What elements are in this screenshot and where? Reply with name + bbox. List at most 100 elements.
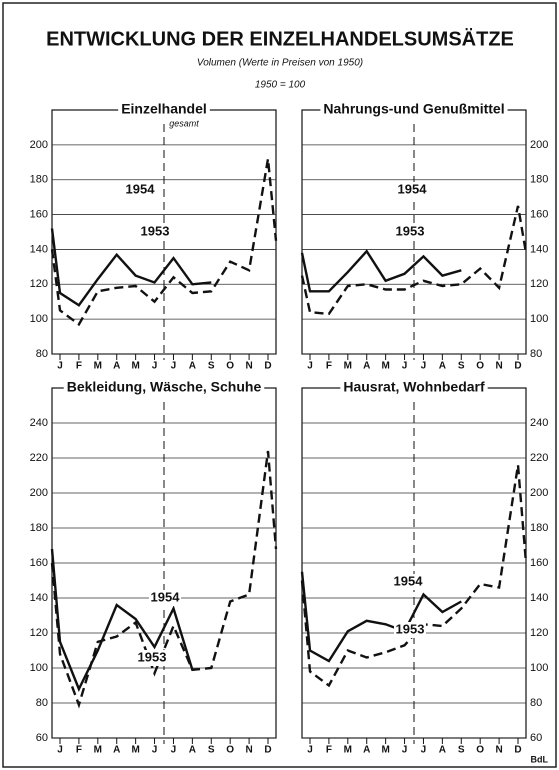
y-tick-label: 80 (530, 348, 542, 360)
x-tick-label: S (208, 745, 215, 756)
x-tick-label: J (171, 361, 177, 372)
y-tick-label: 220 (30, 452, 48, 464)
series-label-bg (149, 590, 181, 606)
x-tick-label: M (131, 745, 139, 756)
x-tick-label: M (344, 361, 352, 372)
series-label-bg (124, 182, 156, 198)
x-tick-label: S (458, 745, 465, 756)
x-tick-label: M (94, 745, 102, 756)
page-subtitle: Volumen (Werte in Preisen von 1950) (197, 58, 363, 69)
x-tick-label: J (307, 745, 313, 756)
y-tick-label: 120 (30, 627, 48, 639)
y-tick-label: 60 (530, 732, 542, 744)
x-tick-label: M (94, 361, 102, 372)
page-title: ENTWICKLUNG DER EINZELHANDELSUMSÄTZE (46, 27, 514, 50)
y-tick-label: 60 (36, 732, 48, 744)
y-tick-label: 80 (36, 697, 48, 709)
x-tick-label: M (381, 361, 389, 372)
panel-title-bg (340, 379, 488, 397)
x-tick-label: A (189, 745, 196, 756)
panel-subtitle: gesamt (169, 118, 199, 128)
x-tick-label: O (476, 745, 484, 756)
x-tick-label: N (495, 745, 502, 756)
panel-title: Hausrat, Wohnbedarf (343, 379, 485, 395)
series-label-bg (136, 650, 168, 666)
panel-title: Nahrungs-und Genußmittel (323, 101, 504, 117)
y-tick-label: 100 (30, 313, 48, 325)
panel-title: Einzelhandel (121, 101, 207, 117)
series-label-bg (394, 622, 426, 638)
series-line (50, 450, 278, 709)
panel-title-bg (320, 101, 508, 119)
x-tick-label: M (344, 745, 352, 756)
x-tick-label: A (189, 361, 196, 372)
x-tick-label: J (421, 745, 427, 756)
series-label: 1954 (126, 181, 156, 196)
x-tick-label: J (152, 745, 158, 756)
x-tick-label: J (57, 745, 63, 756)
y-tick-label: 140 (30, 243, 48, 255)
x-tick-label: A (439, 745, 446, 756)
y-tick-label: 180 (530, 174, 548, 186)
x-tick-label: A (113, 745, 120, 756)
x-tick-label: J (402, 361, 408, 372)
y-tick-label: 240 (30, 417, 48, 429)
x-tick-label: A (363, 745, 370, 756)
y-tick-label: 180 (530, 522, 548, 534)
y-tick-label: 220 (530, 452, 548, 464)
x-tick-label: N (245, 745, 252, 756)
y-tick-label: 80 (530, 697, 542, 709)
y-tick-label: 160 (30, 208, 48, 220)
series-label: 1953 (396, 621, 425, 636)
panel-title-bg (118, 101, 210, 119)
x-tick-label: S (458, 361, 465, 372)
y-tick-label: 80 (36, 348, 48, 360)
y-tick-label: 240 (530, 417, 548, 429)
x-tick-label: D (264, 361, 271, 372)
x-tick-label: D (514, 361, 521, 372)
x-tick-label: A (439, 361, 446, 372)
x-tick-label: J (307, 361, 313, 372)
y-tick-label: 140 (530, 243, 548, 255)
x-tick-label: F (76, 745, 82, 756)
x-tick-label: J (57, 361, 63, 372)
y-tick-label: 140 (30, 592, 48, 604)
x-tick-label: O (476, 361, 484, 372)
series-label: 1954 (394, 573, 424, 588)
x-tick-label: J (152, 361, 158, 372)
series-label-bg (394, 224, 426, 240)
x-tick-label: F (326, 745, 332, 756)
x-tick-label: J (402, 745, 408, 756)
y-tick-label: 120 (30, 278, 48, 290)
series-line (50, 158, 278, 327)
y-tick-label: 200 (30, 487, 48, 499)
series-label: 1953 (138, 649, 167, 664)
series-label: 1954 (151, 589, 181, 604)
y-tick-label: 120 (530, 627, 548, 639)
series-line (300, 249, 462, 293)
series-label-bg (396, 182, 428, 198)
y-tick-label: 160 (30, 557, 48, 569)
series-label: 1954 (398, 181, 428, 196)
panel-title: Bekleidung, Wäsche, Schuhe (67, 379, 262, 395)
series-label-bg (392, 574, 424, 590)
y-tick-label: 100 (30, 662, 48, 674)
y-tick-label: 120 (530, 278, 548, 290)
x-tick-label: N (245, 361, 252, 372)
y-tick-label: 200 (530, 139, 548, 151)
x-tick-label: F (76, 361, 82, 372)
x-tick-label: F (326, 361, 332, 372)
series-label-bg (139, 224, 171, 240)
series-label: 1953 (141, 223, 170, 238)
y-tick-label: 160 (530, 557, 548, 569)
series-line (50, 548, 194, 692)
panel-title-bg (63, 379, 265, 397)
y-tick-label: 200 (30, 139, 48, 151)
series-line (50, 228, 212, 307)
x-tick-label: O (226, 745, 234, 756)
y-tick-label: 200 (530, 487, 548, 499)
source: BdL (531, 754, 549, 764)
x-tick-label: A (363, 361, 370, 372)
x-tick-label: J (421, 361, 427, 372)
